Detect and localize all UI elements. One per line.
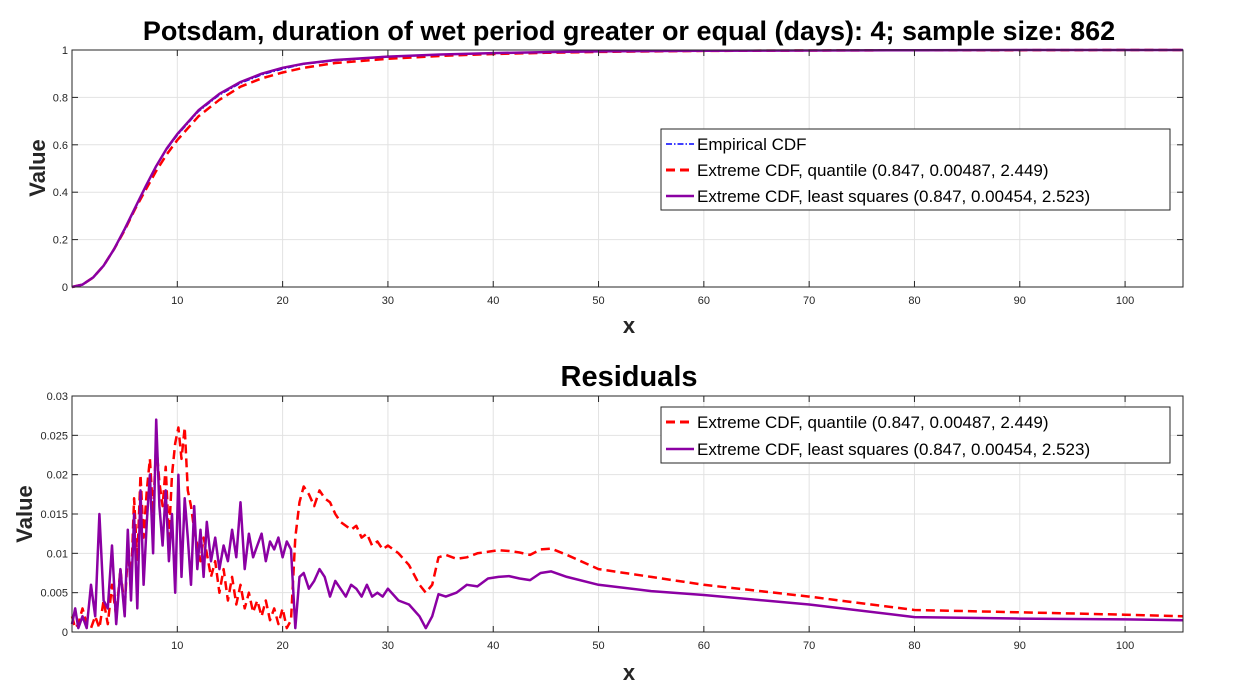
residuals-y-tick-label-2: 0.01 [47,548,68,560]
residuals-series [70,418,1184,630]
cdf-x-tick-label-20: 20 [276,295,288,307]
cdf-x-tick-label-100: 100 [1116,295,1134,307]
cdf-x-tick-label-80: 80 [908,295,920,307]
cdf-x-tick-label-40: 40 [487,295,499,307]
cdf-x-tick-label-90: 90 [1014,295,1026,307]
residuals-y-tick-label-3: 0.015 [40,509,68,521]
residuals-x-tick-label-20: 20 [276,640,288,652]
residuals-y-tick-label-4: 0.02 [47,470,68,482]
cdf-axes-box [71,49,1184,288]
residuals-series-0-line [70,426,1184,630]
cdf-chart-title: Potsdam, duration of wet period greater … [143,16,1115,46]
cdf-y-tick-label-3: 0.6 [53,140,68,152]
cdf-y-tick-label-5: 1 [62,45,68,57]
residuals-y-tick-label-6: 0.03 [47,391,68,403]
cdf-legend-box [660,128,1171,211]
residuals-series-1-line [70,418,1184,630]
residuals-x-tick-label-90: 90 [1014,640,1026,652]
residuals-y-tick-label-5: 0.025 [40,430,68,442]
cdf-x-tick-label-60: 60 [698,295,710,307]
residuals-legend-box [660,406,1171,464]
residuals-chart: Residuals 10 20 30 40 50 60 70 80 90 100 0 0.005 0.0… [12,361,1184,685]
residuals-y-tick-label-0: 0 [62,627,68,639]
cdf-x-tick-label-10: 10 [171,295,183,307]
cdf-y-tick-label-1: 0.2 [53,235,68,247]
residuals-x-tick-label-80: 80 [908,640,920,652]
residuals-x-tick-label-40: 40 [487,640,499,652]
cdf-legend-label-empirical: Empirical CDF [697,135,807,154]
cdf-legend-label-quantile: Extreme CDF, quantile (0.847, 0.00487, 2… [697,161,1049,180]
cdf-y-tick-label-4: 0.8 [53,92,68,104]
cdf-chart: Potsdam, duration of wet period greater … [25,16,1184,338]
cdf-y-tick-label-2: 0.4 [53,187,68,199]
residuals-x-tick-label-50: 50 [592,640,604,652]
residuals-x-tick-label-60: 60 [698,640,710,652]
residuals-ticks: 10 20 30 40 50 60 70 80 90 100 0 0.005 0.01 0.015 0.02… [40,391,1183,652]
residuals-y-axis-label: Value [12,485,37,542]
cdf-series-2-line [71,48,1183,289]
cdf-legend-label-least-squares: Extreme CDF, least squares (0.847, 0.004… [697,187,1090,206]
cdf-y-axis-label: Value [25,139,50,196]
cdf-x-tick-label-30: 30 [382,295,394,307]
residuals-x-axis-label: x [623,660,636,685]
residuals-x-tick-label-30: 30 [382,640,394,652]
cdf-x-tick-label-50: 50 [592,295,604,307]
cdf-x-axis-label: x [623,313,636,338]
cdf-ticks: 10 20 30 40 50 60 70 80 90 100 0 0.2 0.4 0.6 0.8 1 [53,45,1183,307]
residuals-x-tick-label-100: 100 [1116,640,1134,652]
cdf-series [71,48,1183,289]
residuals-chart-title: Residuals [561,361,698,393]
residuals-legend-label-quantile: Extreme CDF, quantile (0.847, 0.00487, 2… [697,413,1049,432]
residuals-y-tick-label-1: 0.005 [40,588,68,600]
residuals-x-tick-label-70: 70 [803,640,815,652]
residuals-x-tick-label-10: 10 [171,640,183,652]
residuals-legend-label-least-squares: Extreme CDF, least squares (0.847, 0.004… [697,440,1090,459]
cdf-y-tick-label-0: 0 [62,282,68,294]
cdf-x-tick-label-70: 70 [803,295,815,307]
cdf-legend: Empirical CDF Extreme CDF, quantile (0.8… [660,128,1171,211]
residuals-legend: Extreme CDF, quantile (0.847, 0.00487, 2… [660,406,1171,464]
